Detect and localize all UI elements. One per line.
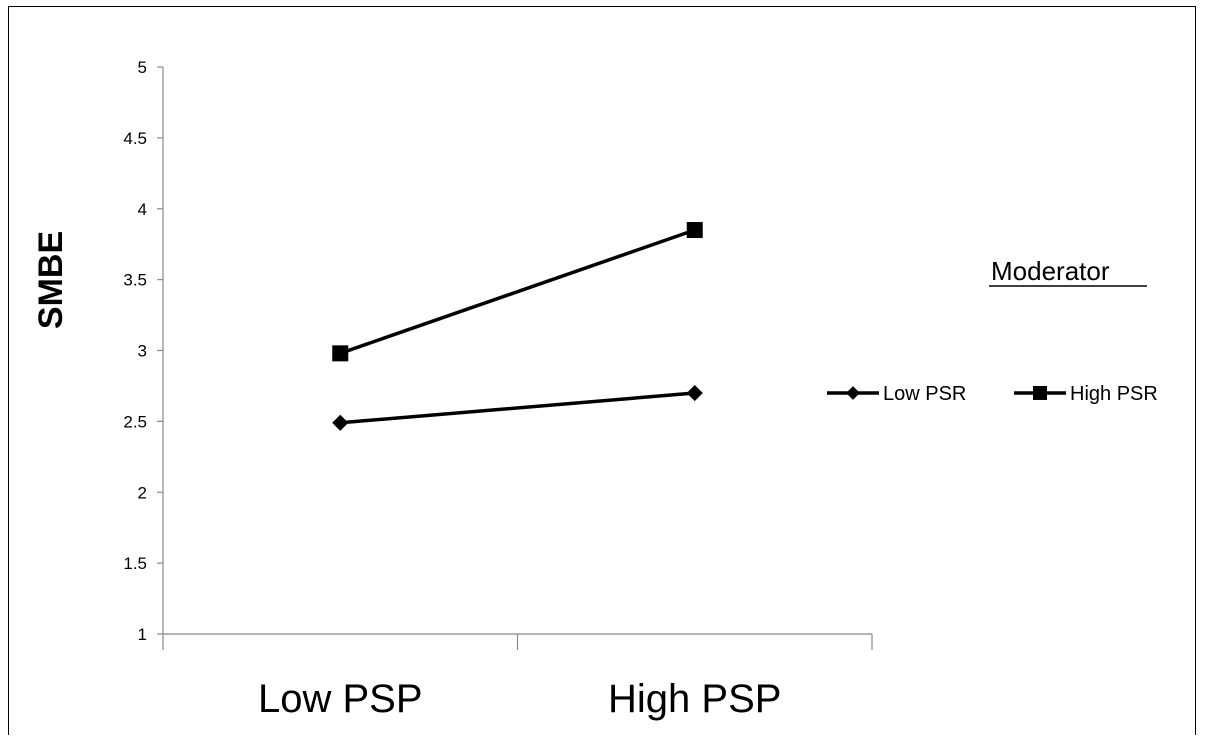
series-line bbox=[339, 228, 696, 355]
y-tick-label: 4.5 bbox=[123, 129, 147, 148]
y-tick-label: 3.5 bbox=[123, 271, 147, 290]
legend-label: High PSR bbox=[1070, 383, 1158, 405]
x-category-label: Low PSP bbox=[258, 677, 423, 721]
y-tick-label: 2.5 bbox=[123, 412, 147, 431]
legend: Moderator Low PSR High PSR bbox=[827, 256, 1158, 405]
legend-label: Low PSR bbox=[883, 383, 966, 405]
series-high-psr bbox=[332, 222, 703, 362]
x-categories: Low PSP High PSP bbox=[162, 634, 873, 721]
legend-entry: Low PSR bbox=[827, 383, 966, 405]
legend-title: Moderator bbox=[991, 256, 1110, 286]
y-tick-label: 3 bbox=[138, 342, 147, 361]
data-point bbox=[686, 222, 703, 239]
y-tick-label: 1 bbox=[138, 625, 147, 644]
y-tick-label: 2 bbox=[138, 483, 147, 502]
series-group bbox=[332, 222, 703, 431]
data-point bbox=[686, 384, 703, 402]
y-ticks: 1 1.5 2 2.5 3 3.5 4 4.5 5 bbox=[123, 58, 163, 644]
y-tick-label: 1.5 bbox=[123, 554, 147, 573]
x-category-label: High PSP bbox=[608, 677, 781, 721]
legend-entry: High PSR bbox=[1014, 383, 1158, 405]
y-axis-label: SMBE bbox=[32, 231, 70, 329]
chart-frame bbox=[8, 6, 1196, 735]
series-line bbox=[340, 391, 695, 425]
legend-marker bbox=[846, 386, 860, 400]
y-tick-label: 4 bbox=[138, 200, 147, 219]
series-low-psr bbox=[332, 384, 703, 431]
axes bbox=[162, 67, 872, 635]
data-point bbox=[332, 345, 349, 362]
data-point bbox=[332, 414, 349, 431]
y-tick-label: 5 bbox=[138, 58, 147, 77]
legend-marker bbox=[1033, 386, 1047, 400]
